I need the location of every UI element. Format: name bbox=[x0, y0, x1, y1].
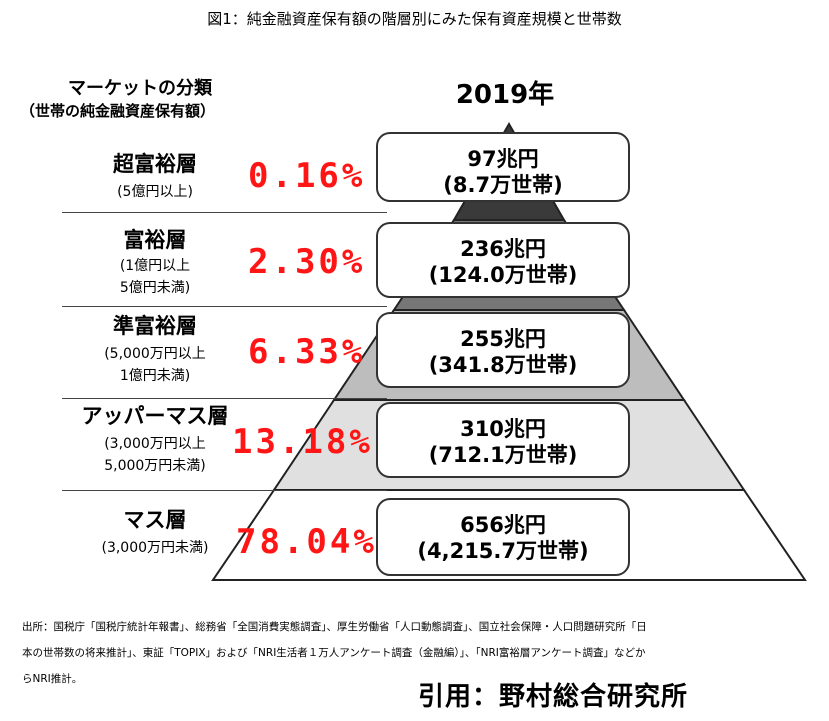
tier-divider bbox=[62, 306, 387, 307]
tier-1-percent: 0.16% bbox=[248, 156, 366, 196]
tier-2-name: 富裕層 bbox=[123, 228, 187, 252]
tier-2-value-box: 236兆円 (124.0万世帯) bbox=[376, 222, 630, 298]
tier-2-percent: 2.30% bbox=[248, 242, 366, 282]
tier-2-range-2: 5億円未満) bbox=[119, 280, 191, 296]
tier-5-range: (3,000万円未満) bbox=[101, 540, 209, 556]
tier-4-name: アッパーマス層 bbox=[81, 404, 229, 428]
tier-divider bbox=[62, 212, 387, 213]
tier-3-name: 準富裕層 bbox=[113, 314, 197, 338]
tier-1-name: 超富裕層 bbox=[113, 152, 197, 176]
tier-3-range-2: 1億円未満) bbox=[119, 368, 191, 384]
tier-1-value-box: 97兆円 (8.7万世帯) bbox=[376, 132, 630, 202]
tier-5-households: (4,215.7万世帯) bbox=[417, 539, 589, 563]
source-line: らNRI推計。 bbox=[22, 673, 83, 685]
tier-4-value-box: 310兆円 (712.1万世帯) bbox=[376, 402, 630, 478]
source-line: 本の世帯数の将来推計」、東証「TOPIX」および「NRI生活者１万人アンケート調… bbox=[22, 647, 646, 659]
figure-title: 図1：純金融資産保有額の階層別にみた保有資産規模と世帯数 bbox=[207, 10, 622, 28]
tier-3-households: (341.8万世帯) bbox=[428, 353, 578, 377]
tier-1-assets: 97兆円 bbox=[467, 147, 539, 171]
tier-divider bbox=[62, 490, 387, 491]
tier-4-range-1: (3,000万円以上 bbox=[104, 436, 206, 452]
tier-5-assets: 656兆円 bbox=[460, 513, 546, 537]
tier-4-range-2: 5,000万円未満) bbox=[104, 458, 206, 474]
tier-5-value-box: 656兆円 (4,215.7万世帯) bbox=[376, 498, 630, 576]
tier-2-range-1: (1億円以上 bbox=[119, 258, 191, 274]
tier-1-range: (5億円以上) bbox=[117, 184, 193, 200]
tier-3-assets: 255兆円 bbox=[460, 327, 546, 351]
tier-4-households: (712.1万世帯) bbox=[428, 443, 578, 467]
category-header: マーケットの分類 （世帯の純金融資産保有額） bbox=[20, 78, 270, 122]
source-line: 出所：国税庁「国税庁統計年報書」、総務省「全国消費実態調査」、厚生労働省「人口動… bbox=[22, 621, 647, 633]
credit-label: 引用：野村総合研究所 bbox=[418, 682, 689, 712]
category-header-subtitle: （世帯の純金融資産保有額） bbox=[20, 102, 216, 120]
tier-5-name: マス層 bbox=[123, 508, 187, 532]
year-label: 2019年 bbox=[455, 80, 555, 110]
tier-2-households: (124.0万世帯) bbox=[428, 263, 578, 287]
source-note: 出所：国税庁「国税庁統計年報書」、総務省「全国消費実態調査」、厚生労働省「人口動… bbox=[22, 614, 812, 692]
tier-1-households: (8.7万世帯) bbox=[443, 173, 563, 197]
tier-5-percent: 78.04% bbox=[236, 522, 377, 562]
tier-3-value-box: 255兆円 (341.8万世帯) bbox=[376, 312, 630, 388]
tier-divider bbox=[62, 398, 387, 399]
tier-4-percent: 13.18% bbox=[232, 422, 373, 462]
tier-4-assets: 310兆円 bbox=[460, 417, 546, 441]
tier-3-percent: 6.33% bbox=[248, 332, 366, 372]
tier-2-assets: 236兆円 bbox=[460, 237, 546, 261]
tier-3-range-1: (5,000万円以上 bbox=[104, 346, 206, 362]
category-header-title: マーケットの分類 bbox=[68, 78, 212, 99]
